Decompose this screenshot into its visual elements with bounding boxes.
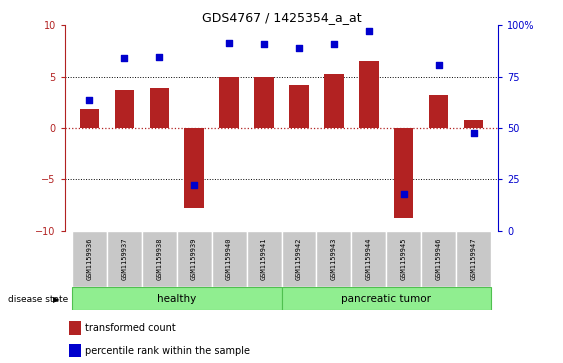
Text: ▶: ▶: [52, 295, 59, 304]
Text: GSM1159942: GSM1159942: [296, 237, 302, 280]
Bar: [69, 322, 81, 335]
Text: GSM1159940: GSM1159940: [226, 237, 232, 280]
Point: [225, 40, 234, 46]
Bar: [142, 231, 177, 287]
Text: transformed count: transformed count: [85, 323, 176, 333]
Text: GSM1159938: GSM1159938: [156, 237, 162, 280]
Point: [120, 55, 129, 61]
Point: [155, 54, 164, 60]
Bar: [247, 231, 282, 287]
Bar: [324, 74, 343, 128]
Bar: [456, 231, 491, 287]
Bar: [394, 128, 413, 218]
Bar: [359, 61, 378, 128]
Bar: [386, 231, 421, 287]
Text: disease state: disease state: [8, 295, 69, 304]
Point: [84, 97, 93, 103]
Bar: [282, 287, 491, 310]
Text: GSM1159936: GSM1159936: [86, 237, 92, 280]
Point: [434, 62, 443, 68]
Text: pancreatic tumor: pancreatic tumor: [341, 294, 431, 303]
Bar: [282, 231, 316, 287]
Bar: [72, 231, 107, 287]
Bar: [289, 85, 309, 128]
Bar: [150, 88, 169, 128]
Bar: [351, 231, 386, 287]
Point: [260, 41, 269, 47]
Bar: [107, 231, 142, 287]
Bar: [185, 128, 204, 208]
Bar: [429, 95, 449, 128]
Text: GSM1159947: GSM1159947: [471, 237, 477, 280]
Point: [329, 41, 338, 47]
Bar: [79, 110, 99, 128]
Bar: [464, 120, 484, 128]
Bar: [254, 77, 274, 128]
Text: GSM1159944: GSM1159944: [366, 237, 372, 280]
Text: healthy: healthy: [157, 294, 196, 303]
Bar: [212, 231, 247, 287]
Bar: [316, 231, 351, 287]
Text: percentile rank within the sample: percentile rank within the sample: [85, 346, 250, 356]
Bar: [220, 77, 239, 128]
Point: [399, 191, 408, 196]
Bar: [114, 90, 134, 128]
Bar: [69, 344, 81, 357]
Bar: [72, 287, 282, 310]
Text: GSM1159946: GSM1159946: [436, 237, 442, 280]
Point: [190, 183, 199, 188]
Bar: [421, 231, 456, 287]
Text: GSM1159945: GSM1159945: [401, 237, 407, 280]
Point: [470, 130, 479, 136]
Text: GSM1159943: GSM1159943: [331, 237, 337, 280]
Text: GSM1159937: GSM1159937: [121, 237, 127, 280]
Point: [294, 45, 303, 51]
Point: [364, 28, 373, 33]
Text: GSM1159939: GSM1159939: [191, 237, 197, 280]
Text: GSM1159941: GSM1159941: [261, 237, 267, 280]
Title: GDS4767 / 1425354_a_at: GDS4767 / 1425354_a_at: [202, 11, 361, 24]
Bar: [177, 231, 212, 287]
